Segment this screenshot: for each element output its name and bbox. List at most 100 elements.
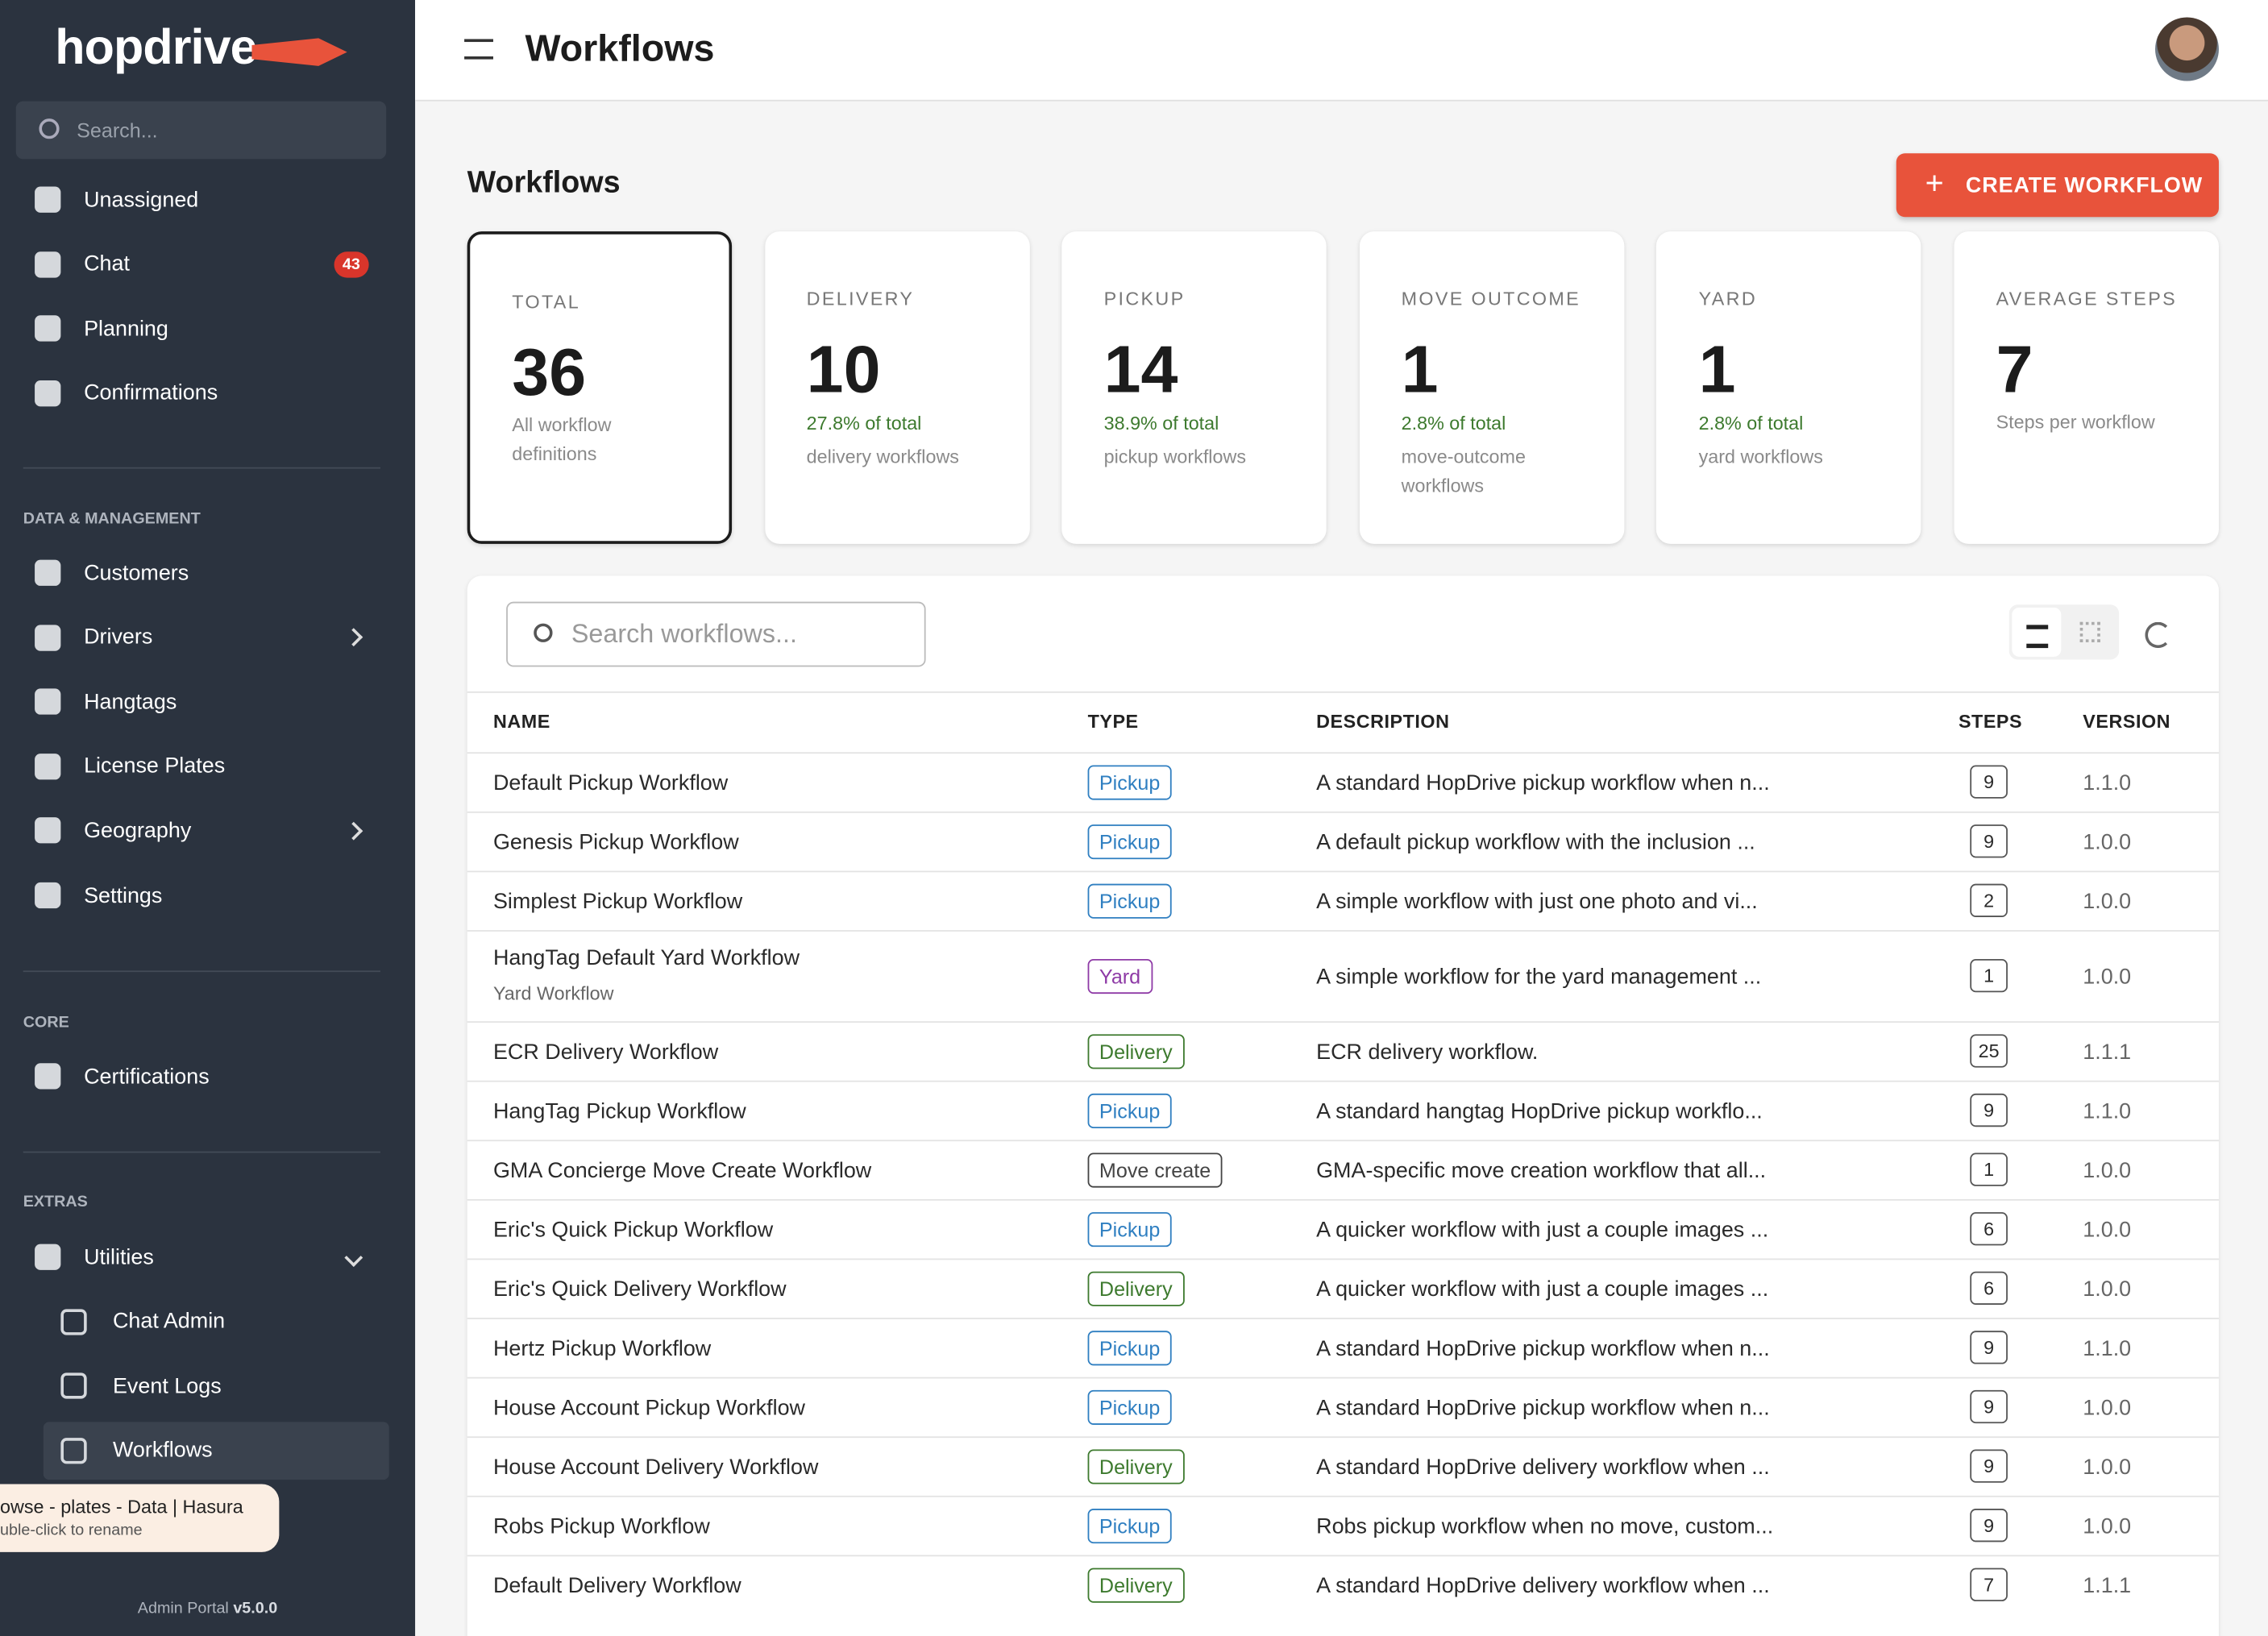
nav-icon	[35, 817, 61, 845]
stat-card[interactable]: AVERAGE STEPS 7 Steps per workflow	[1954, 231, 2219, 544]
workflow-table-panel: Search workflows... NAME TYPE DESCRIPTION S…	[467, 575, 2219, 1636]
steps-cell: 25	[1966, 1033, 2012, 1067]
stat-value: 36	[512, 334, 587, 409]
table-row[interactable]: ECR Delivery Workflow Delivery ECR deliver…	[467, 1021, 2219, 1082]
nav-item[interactable]: Workflows	[43, 1421, 389, 1480]
sidebar-search[interactable]: Search...	[15, 101, 387, 160]
workflow-description: GMA-specific move creation workflow that…	[1316, 1157, 1767, 1183]
table-row[interactable]: Genesis Pickup Workflow Pickup A default p…	[467, 811, 2219, 872]
table-row[interactable]: Eric's Quick Delivery Workflow Delivery A …	[467, 1258, 2219, 1319]
type-badge: Delivery	[1087, 1448, 1185, 1484]
plus-icon: +	[1925, 164, 1944, 201]
table-row[interactable]: Hertz Pickup Workflow Pickup A standard Ho…	[467, 1318, 2219, 1378]
workflow-description: A standard HopDrive pickup workflow when…	[1316, 770, 1770, 795]
nav-label: Chat	[84, 251, 130, 276]
table-row[interactable]: Default Delivery Workflow Delivery A stand…	[467, 1555, 2219, 1615]
table-row[interactable]: House Account Pickup Workflow Pickup A sta…	[467, 1376, 2219, 1438]
stat-card[interactable]: YARD 1 2.8% of total yard workflows	[1656, 231, 1921, 544]
avatar[interactable]	[2155, 17, 2219, 81]
column-header[interactable]: TYPE	[1087, 710, 1139, 733]
table-row[interactable]: House Account Delivery Workflow Delivery A…	[467, 1436, 2219, 1497]
workflow-description: A standard HopDrive delivery workflow wh…	[1316, 1454, 1770, 1480]
stat-card[interactable]: DELIVERY 10 27.8% of total delivery workflo…	[764, 231, 1030, 544]
workflow-version: 1.1.0	[2083, 1335, 2132, 1361]
type-badge: Pickup	[1087, 1389, 1172, 1425]
type-badge: Pickup	[1087, 764, 1172, 799]
stat-card[interactable]: PICKUP 14 38.9% of total pickup workflows	[1061, 231, 1327, 544]
type-label: Pickup	[1087, 1508, 1172, 1543]
nav-icon	[35, 753, 61, 780]
steps-count: 9	[1970, 824, 2008, 857]
nav-icon	[60, 1437, 87, 1464]
workflow-name: Default Delivery Workflow	[492, 1572, 741, 1598]
nav-item[interactable]: Chat 43	[18, 235, 389, 293]
nav-item[interactable]: Confirmations	[18, 363, 389, 421]
table-row[interactable]: HangTag Default Yard Workflow Yard Workfl…	[467, 930, 2219, 1023]
nav-item[interactable]: Chat Admin	[44, 1293, 389, 1351]
nav-item[interactable]: Unassigned	[18, 171, 389, 229]
top-bar: Workflows	[415, 0, 2268, 102]
workflow-name: GMA Concierge Move Create Workflow	[492, 1157, 872, 1183]
stat-value: 14	[1103, 331, 1178, 407]
workflow-name: Eric's Quick Delivery Workflow	[492, 1276, 787, 1302]
logo-mark	[251, 38, 347, 66]
nav-item[interactable]: Drivers	[18, 608, 389, 666]
table-row[interactable]: Robs Pickup Workflow Pickup Robs pickup wo…	[467, 1495, 2219, 1556]
table-row[interactable]: Eric's Quick Pickup Workflow Pickup A quic…	[467, 1198, 2219, 1260]
nav-item[interactable]: Planning	[18, 300, 389, 358]
steps-count: 1	[1970, 1152, 2008, 1185]
stat-card[interactable]: TOTAL 36 All workflow definitions	[467, 231, 733, 544]
nav-badge: 43	[334, 251, 369, 277]
menu-toggle[interactable]	[464, 39, 493, 60]
table-search[interactable]: Search workflows...	[506, 601, 926, 667]
column-header[interactable]: DESCRIPTION	[1316, 710, 1450, 733]
steps-count: 9	[1970, 1389, 2008, 1423]
column-header[interactable]: STEPS	[1958, 710, 2023, 733]
type-badge: Pickup	[1087, 882, 1172, 918]
nav-item[interactable]: Certifications	[18, 1047, 389, 1105]
page-title: Workflows	[467, 166, 621, 200]
workflow-description: A default pickup workflow with the inclu…	[1316, 829, 1755, 854]
steps-cell: 9	[1966, 764, 2012, 798]
nav-item[interactable]: Utilities	[18, 1228, 389, 1286]
nav-item[interactable]: Settings	[18, 866, 389, 924]
search-placeholder: Search workflows...	[571, 619, 797, 649]
type-badge: Pickup	[1087, 1093, 1172, 1128]
list-view-button[interactable]	[2012, 607, 2062, 657]
stat-label: MOVE OUTCOME	[1401, 288, 1581, 310]
nav-item[interactable]: Customers	[18, 544, 389, 602]
nav-item[interactable]: Hangtags	[18, 673, 389, 731]
workflow-name: House Account Pickup Workflow	[492, 1395, 805, 1420]
stat-value: 10	[806, 331, 881, 407]
table-row[interactable]: Simplest Pickup Workflow Pickup A simple w…	[467, 870, 2219, 932]
column-header[interactable]: VERSION	[2083, 710, 2171, 733]
workflow-version: 1.0.0	[2083, 829, 2132, 854]
nav-item[interactable]: License Plates	[18, 737, 389, 795]
workflow-subtitle: Yard Workflow	[492, 982, 614, 1004]
stat-label: AVERAGE STEPS	[1996, 288, 2177, 310]
search-placeholder: Search...	[77, 118, 158, 142]
logo: hopdrive	[55, 20, 257, 76]
nav-icon	[35, 1063, 61, 1090]
workflow-name: Hertz Pickup Workflow	[492, 1335, 712, 1361]
nav-item[interactable]: Event Logs	[44, 1357, 389, 1415]
nav-icon	[35, 251, 61, 277]
nav-item[interactable]: Geography	[18, 802, 389, 860]
refresh-button[interactable]	[2145, 621, 2171, 649]
section-title: DATA & MANAGEMENT	[23, 510, 201, 529]
stat-label: TOTAL	[512, 290, 581, 313]
table-row[interactable]: HangTag Pickup Workflow Pickup A standard …	[467, 1080, 2219, 1141]
workflow-version: 1.0.0	[2083, 1276, 2132, 1302]
grid-view-button[interactable]	[2079, 621, 2100, 642]
create-workflow-button[interactable]: + CREATE WORKFLOW	[1896, 153, 2219, 218]
table-row[interactable]: GMA Concierge Move Create Workflow Move c…	[467, 1140, 2219, 1200]
type-badge: Delivery	[1087, 1033, 1185, 1069]
workflow-version: 1.0.0	[2083, 1217, 2132, 1242]
stat-card[interactable]: MOVE OUTCOME 1 2.8% of total move-outcome w…	[1359, 231, 1625, 544]
column-header[interactable]: NAME	[492, 710, 550, 733]
header-title: Workflows	[525, 26, 715, 70]
type-label: Pickup	[1087, 764, 1172, 799]
table-row[interactable]: Default Pickup Workflow Pickup A standard …	[467, 752, 2219, 812]
nav-label: Confirmations	[84, 380, 218, 405]
nav-label: Customers	[84, 560, 189, 586]
